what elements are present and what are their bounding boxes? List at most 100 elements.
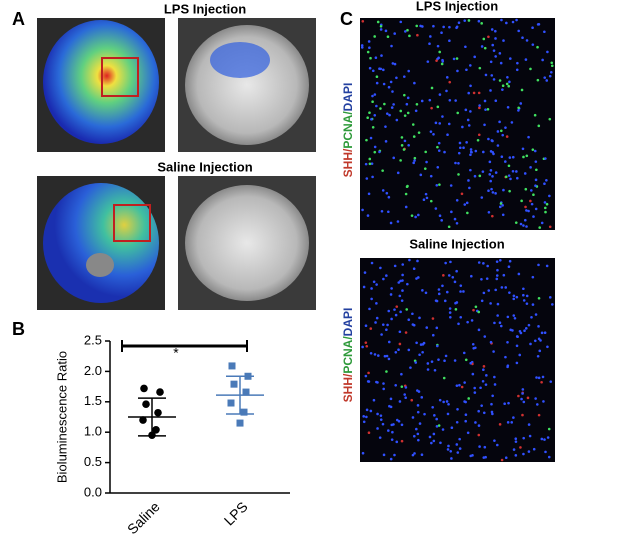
nucleus	[365, 415, 368, 419]
nucleus	[483, 46, 487, 50]
nucleus	[538, 349, 542, 353]
nucleus	[534, 160, 538, 163]
nucleus	[515, 335, 519, 338]
nucleus	[543, 30, 546, 34]
nucleus	[466, 431, 470, 435]
nucleus	[534, 207, 538, 211]
nucleus	[453, 359, 457, 362]
nucleus	[405, 185, 409, 189]
nucleus	[391, 90, 394, 93]
x-tick-label: LPS	[221, 498, 251, 528]
nucleus	[495, 277, 499, 281]
nucleus	[484, 108, 487, 111]
nucleus	[514, 437, 518, 441]
nucleus	[370, 261, 374, 265]
nucleus	[458, 437, 461, 441]
nucleus	[466, 118, 470, 122]
nucleus	[393, 308, 396, 311]
nucleus	[387, 195, 391, 199]
nucleus	[482, 150, 485, 154]
nucleus	[372, 398, 376, 402]
nucleus	[440, 62, 444, 66]
nucleus	[446, 412, 450, 416]
nucleus	[363, 271, 367, 274]
nucleus	[369, 351, 373, 355]
nucleus	[543, 438, 546, 441]
nucleus	[367, 40, 371, 43]
nucleus	[481, 379, 485, 383]
nucleus	[514, 440, 518, 443]
nucleus	[428, 435, 432, 439]
nucleus	[411, 312, 414, 316]
nucleus	[471, 342, 475, 346]
nucleus	[490, 187, 493, 191]
nucleus	[506, 365, 509, 369]
nucleus	[378, 436, 382, 439]
nucleus	[373, 145, 377, 149]
nucleus	[479, 386, 482, 390]
nucleus	[500, 155, 504, 158]
nucleus	[395, 305, 399, 308]
nucleus	[489, 179, 492, 183]
nucleus	[450, 426, 454, 430]
nucleus	[360, 46, 364, 49]
nucleus	[403, 114, 407, 117]
nucleus	[462, 351, 466, 355]
nucleus	[381, 323, 385, 326]
nucleus	[481, 170, 485, 173]
nucleus	[390, 106, 394, 109]
nucleus	[372, 280, 376, 284]
nucleus	[400, 299, 404, 302]
nucleus	[463, 400, 466, 403]
nucleus	[379, 24, 383, 28]
roi-box	[113, 204, 151, 242]
nucleus	[455, 420, 459, 424]
nucleus	[502, 188, 505, 192]
nucleus	[467, 91, 471, 95]
nucleus	[442, 274, 445, 277]
nucleus	[368, 66, 372, 70]
nucleus	[416, 404, 420, 407]
nucleus	[527, 323, 531, 327]
nucleus	[443, 299, 447, 303]
nucleus	[424, 291, 428, 295]
nucleus	[541, 375, 545, 379]
nucleus	[473, 391, 477, 394]
nucleus	[404, 386, 408, 389]
nucleus	[387, 210, 390, 214]
nucleus	[387, 85, 391, 89]
nucleus	[491, 412, 494, 416]
nucleus	[449, 315, 452, 319]
nucleus	[527, 209, 530, 213]
nucleus	[494, 99, 498, 103]
nucleus	[386, 323, 389, 327]
panel-title: LPS Injection	[164, 1, 246, 16]
nucleus	[537, 376, 541, 380]
nucleus	[489, 60, 493, 64]
nucleus	[425, 326, 429, 329]
nucleus	[387, 429, 390, 432]
nucleus	[494, 55, 497, 58]
nucleus	[407, 69, 410, 73]
nucleus	[544, 210, 547, 214]
nucleus	[430, 441, 433, 445]
nucleus	[467, 19, 471, 22]
nucleus	[387, 340, 391, 344]
nucleus	[543, 331, 547, 335]
nucleus	[366, 50, 370, 54]
nucleus	[471, 454, 474, 457]
nucleus	[403, 93, 406, 97]
nucleus	[448, 99, 452, 102]
nucleus	[492, 350, 495, 353]
nucleus	[371, 94, 374, 98]
nucleus	[379, 107, 382, 110]
nucleus	[432, 132, 435, 136]
nucleus	[463, 19, 467, 22]
nucleus	[494, 37, 497, 40]
stain-part: SHH/	[341, 148, 355, 177]
nucleus	[441, 428, 445, 431]
nucleus	[385, 274, 388, 277]
nucleus	[520, 199, 523, 203]
nucleus	[401, 263, 405, 266]
nucleus	[511, 169, 515, 173]
